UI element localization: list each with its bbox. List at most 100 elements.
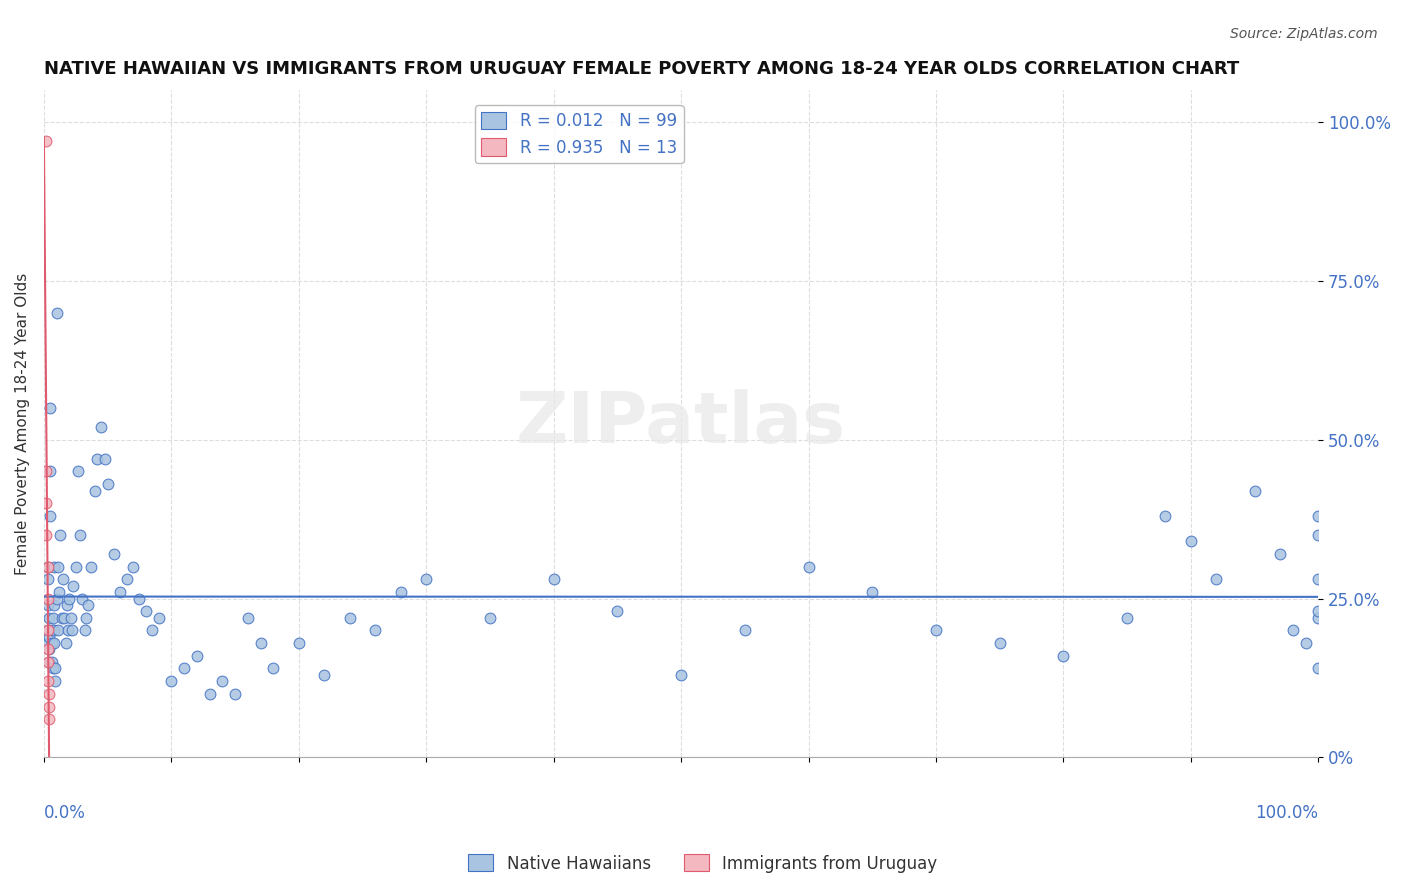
Point <box>37 642 59 657</box>
Point <box>38 610 60 624</box>
Point <box>46 559 69 574</box>
Point <box>1308 528 1330 542</box>
Point <box>39 508 62 523</box>
Point <box>51 610 73 624</box>
Point <box>42 624 65 638</box>
Point <box>224 687 246 701</box>
Point <box>1308 573 1330 587</box>
Point <box>1154 508 1177 523</box>
Point <box>860 585 883 599</box>
Point <box>94 451 117 466</box>
Point <box>53 610 76 624</box>
Text: 100.0%: 100.0% <box>1256 804 1319 822</box>
Point <box>606 604 628 618</box>
Point <box>37 591 59 606</box>
Point <box>38 655 60 669</box>
Point <box>90 420 112 434</box>
Point <box>478 610 501 624</box>
Point <box>38 630 60 644</box>
Point <box>198 687 221 701</box>
Point <box>314 668 336 682</box>
Point <box>1116 610 1139 624</box>
Point <box>1308 604 1330 618</box>
Text: NATIVE HAWAIIAN VS IMMIGRANTS FROM URUGUAY FEMALE POVERTY AMONG 18-24 YEAR OLDS : NATIVE HAWAIIAN VS IMMIGRANTS FROM URUGU… <box>44 60 1239 78</box>
Point <box>135 604 157 618</box>
Point <box>39 401 62 415</box>
Text: Source: ZipAtlas.com: Source: ZipAtlas.com <box>1230 27 1378 41</box>
Point <box>37 636 59 650</box>
Point <box>1308 661 1330 675</box>
Point <box>41 655 63 669</box>
Point <box>65 559 87 574</box>
Point <box>42 661 65 675</box>
Point <box>52 573 75 587</box>
Point <box>97 477 120 491</box>
Point <box>42 559 65 574</box>
Point <box>70 591 93 606</box>
Point <box>1308 610 1330 624</box>
Point <box>128 591 150 606</box>
Point <box>389 585 412 599</box>
Point <box>110 585 132 599</box>
Point <box>262 661 284 675</box>
Point <box>77 598 100 612</box>
Point <box>37 598 59 612</box>
Point <box>249 636 271 650</box>
Point <box>122 559 145 574</box>
Point <box>364 624 387 638</box>
Point <box>69 528 91 542</box>
Point <box>1295 636 1317 650</box>
Point <box>73 624 96 638</box>
Point <box>988 636 1011 650</box>
Point <box>60 624 83 638</box>
Point <box>37 559 59 574</box>
Legend: R = 0.012   N = 99, R = 0.935   N = 13: R = 0.012 N = 99, R = 0.935 N = 13 <box>475 105 683 163</box>
Point <box>42 610 65 624</box>
Point <box>186 648 208 663</box>
Point <box>49 528 72 542</box>
Point <box>38 699 60 714</box>
Point <box>1052 648 1074 663</box>
Point <box>115 573 138 587</box>
Point <box>83 483 105 498</box>
Point <box>80 559 103 574</box>
Point <box>35 465 58 479</box>
Point <box>55 636 77 650</box>
Point <box>797 559 820 574</box>
Point <box>59 610 82 624</box>
Point <box>45 305 67 319</box>
Point <box>58 591 80 606</box>
Point <box>1243 483 1265 498</box>
Point <box>37 559 59 574</box>
Point <box>37 655 59 669</box>
Point <box>37 573 59 587</box>
Point <box>37 624 59 638</box>
Point <box>48 585 70 599</box>
Point <box>925 624 948 638</box>
Point <box>415 573 437 587</box>
Point <box>37 624 59 638</box>
Point <box>339 610 361 624</box>
Point <box>86 451 108 466</box>
Point <box>38 687 60 701</box>
Text: ZIPatlas: ZIPatlas <box>516 389 846 458</box>
Point <box>211 674 233 689</box>
Point <box>56 624 79 638</box>
Point <box>38 712 60 726</box>
Point <box>173 661 195 675</box>
Point <box>46 624 69 638</box>
Point <box>35 496 58 510</box>
Point <box>39 465 62 479</box>
Point <box>41 636 63 650</box>
Point <box>67 465 90 479</box>
Point <box>37 674 59 689</box>
Point <box>41 624 63 638</box>
Text: 0.0%: 0.0% <box>44 804 86 822</box>
Legend: Native Hawaiians, Immigrants from Uruguay: Native Hawaiians, Immigrants from Urugua… <box>461 847 945 880</box>
Point <box>1180 534 1202 549</box>
Point <box>35 528 58 542</box>
Point <box>45 591 67 606</box>
Point <box>42 598 65 612</box>
Point <box>287 636 309 650</box>
Point <box>103 547 125 561</box>
